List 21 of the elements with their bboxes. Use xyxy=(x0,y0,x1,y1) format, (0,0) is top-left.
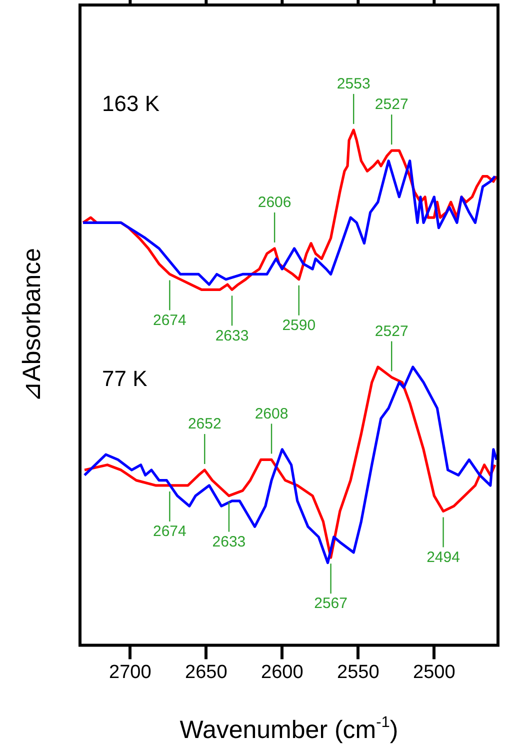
x-tick-label: 2700 xyxy=(109,662,152,683)
annotation: 2606 xyxy=(258,194,292,212)
annotation: 2674 xyxy=(152,312,186,329)
annotation: 2553 xyxy=(336,76,370,93)
annotation: 2608 xyxy=(254,405,288,422)
annotation: 2590 xyxy=(282,317,316,334)
annotation: 2567 xyxy=(314,595,348,612)
x-tick-label: 2550 xyxy=(337,662,380,683)
x-tick-label: 2500 xyxy=(413,662,456,683)
x-tick-label: 2600 xyxy=(261,662,304,683)
annotation: 2674 xyxy=(152,523,186,540)
annotation: 2633 xyxy=(212,533,246,550)
annotation: 2633 xyxy=(215,327,249,344)
annotation: 2527 xyxy=(374,322,408,340)
annotation: 2652 xyxy=(188,416,222,433)
annotation: 2527 xyxy=(374,96,408,114)
text: 163 K xyxy=(102,91,160,116)
x-tick-label: 2650 xyxy=(185,662,228,683)
annotation: 2494 xyxy=(426,548,460,566)
y-axis-title: ⊿Absorbance xyxy=(18,248,46,402)
annotation: 77 K xyxy=(102,366,148,392)
